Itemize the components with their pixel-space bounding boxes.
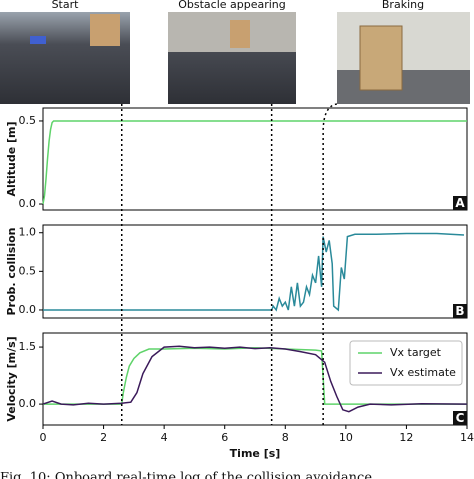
panel-letter: A [455,196,465,210]
y-tick-label: 1.5 [19,340,37,353]
y-tick-label: 0.5 [19,264,37,277]
panel-badge [453,304,467,318]
image-title: Braking [382,0,424,11]
photo-braking [337,12,470,104]
event-marker [322,103,338,425]
y-axis-label: Velocity [m/s] [5,336,18,421]
series-line [42,345,468,413]
series-line [43,232,465,312]
x-tick-label: 10 [339,431,353,444]
caption: Fig. 10: Onboard real-time log of the co… [0,471,372,479]
y-tick-label: 1.0 [19,226,37,239]
y-tick-label: 0.5 [19,114,37,127]
photo-start [0,12,130,104]
legend-label: Vx estimate [390,366,456,379]
legend-label: Vx target [390,346,442,359]
y-tick-label: 0.0 [19,397,37,410]
plot-frame [42,107,468,211]
plot-frame [42,224,468,319]
photo-obstacle [168,12,296,104]
x-tick-label: 2 [100,431,107,444]
series-line [42,120,467,205]
panel-letter: C [456,411,465,425]
image-title: Obstacle appearing [178,0,286,11]
y-tick-label: 0.0 [19,303,37,316]
y-tick-label: 0.0 [19,197,37,210]
plot-frame [42,332,468,426]
x-tick-label: 6 [221,431,228,444]
x-tick-label: 8 [282,431,289,444]
y-axis-label: Prob. collision [5,227,18,315]
x-axis-label: Time [s] [230,447,281,460]
y-axis-label: Altitude [m] [5,121,18,196]
image-title: Start [52,0,80,11]
x-tick-label: 14 [460,431,474,444]
legend-box [349,340,463,386]
panel-badge [453,196,467,210]
panel-badge [453,411,467,425]
x-tick-label: 0 [40,431,47,444]
series-line [43,347,467,405]
panel-letter: B [455,304,464,318]
x-tick-label: 4 [161,431,168,444]
x-tick-label: 12 [399,431,413,444]
